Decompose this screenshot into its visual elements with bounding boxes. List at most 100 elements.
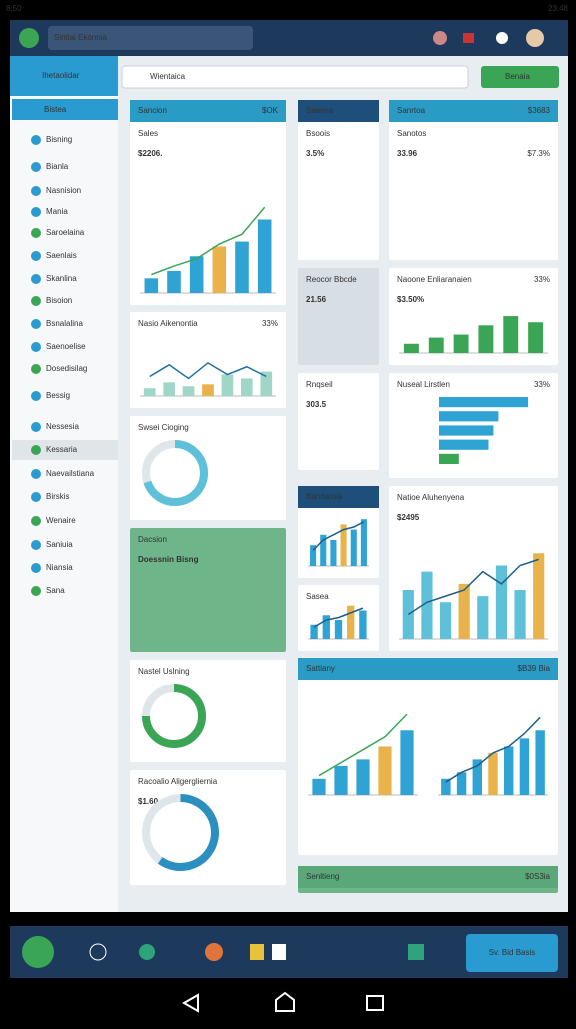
dock-app[interactable] xyxy=(250,944,264,960)
sidebar-icon[interactable] xyxy=(31,319,41,329)
sidebar-icon[interactable] xyxy=(31,469,41,479)
dock-app[interactable] xyxy=(22,936,54,968)
bar xyxy=(312,778,326,795)
sidebar-item: Bisning xyxy=(46,135,72,144)
sidebar-item: Saenoelise xyxy=(46,342,86,351)
card-value: 21.56 xyxy=(306,295,327,304)
bar xyxy=(458,583,470,639)
sidebar-icon[interactable] xyxy=(31,342,41,352)
card-tag: $0S3ia xyxy=(525,872,550,881)
sidebar-icon[interactable] xyxy=(31,540,41,550)
sidebar-icon[interactable] xyxy=(31,563,41,573)
dock-button-label: Sv. Bid Basis xyxy=(489,948,536,957)
sidebar-icon[interactable] xyxy=(31,251,41,261)
card-extra: $7.3% xyxy=(527,149,550,158)
card[interactable] xyxy=(389,100,558,260)
bar xyxy=(320,534,327,566)
sidebar-icon[interactable] xyxy=(31,207,41,217)
nav-recent[interactable] xyxy=(366,995,384,1011)
sidebar-item: Saroelaina xyxy=(46,228,85,237)
sidebar-icon[interactable] xyxy=(31,516,41,526)
bar xyxy=(334,620,343,639)
bar xyxy=(439,602,452,639)
dock-app[interactable] xyxy=(205,943,223,961)
bar xyxy=(359,610,367,639)
sidebar-highlight[interactable] xyxy=(12,440,118,460)
dock-button[interactable] xyxy=(466,934,558,972)
bar xyxy=(472,759,482,795)
profile[interactable] xyxy=(526,29,544,47)
sidebar-icon[interactable] xyxy=(31,228,41,238)
nav-back[interactable] xyxy=(181,993,199,1013)
line xyxy=(318,713,408,777)
bar xyxy=(488,752,498,795)
sidebar-item: Sana xyxy=(46,586,65,595)
card[interactable] xyxy=(130,528,286,652)
sidebar-icon[interactable] xyxy=(31,162,41,172)
card[interactable] xyxy=(298,373,379,470)
bar xyxy=(189,256,204,293)
card-value: 3.5% xyxy=(306,149,324,158)
bar xyxy=(310,624,318,639)
bar xyxy=(202,384,214,396)
sidebar-icon[interactable] xyxy=(31,274,41,284)
sidebar-icon[interactable] xyxy=(31,586,41,596)
bar xyxy=(163,382,175,396)
donut-arc xyxy=(143,440,208,506)
sidebar-icon[interactable] xyxy=(31,391,41,401)
dock-app[interactable] xyxy=(139,944,155,960)
hbar xyxy=(439,397,529,408)
dock-app[interactable] xyxy=(408,944,424,960)
bar xyxy=(504,746,514,795)
search-placeholder: Wientaica xyxy=(150,72,186,81)
dock-app[interactable] xyxy=(272,944,286,960)
sidebar-icon[interactable] xyxy=(31,492,41,502)
sidebar-item: Nasnision xyxy=(46,186,81,195)
card[interactable] xyxy=(298,268,379,365)
card-value: $3.50% xyxy=(397,295,424,304)
sidebar-icon[interactable] xyxy=(31,445,41,455)
card[interactable] xyxy=(130,770,286,885)
search-box[interactable] xyxy=(121,65,469,89)
hbar xyxy=(439,439,489,450)
card-header xyxy=(298,486,379,508)
bar xyxy=(356,759,370,795)
card-title: Nastel Uslning xyxy=(138,667,190,676)
sidebar-item: Dosedisilag xyxy=(46,364,87,373)
search-button[interactable] xyxy=(481,66,559,88)
card-title: Swsei Cioging xyxy=(138,423,189,432)
icon[interactable] xyxy=(463,33,474,43)
card[interactable] xyxy=(298,100,379,260)
card-title: Racoalio Aligergliernia xyxy=(138,777,218,786)
logo[interactable] xyxy=(19,28,39,48)
app-title: Sintiai Ekonnia xyxy=(54,33,107,42)
sidebar-item: Bistea xyxy=(44,105,67,114)
card[interactable] xyxy=(298,658,558,855)
app-search[interactable] xyxy=(48,26,253,50)
bar xyxy=(347,605,355,639)
sidebar-icon[interactable] xyxy=(31,364,41,374)
nav-home[interactable] xyxy=(275,991,295,1012)
bar xyxy=(334,765,348,795)
sidebar-active[interactable] xyxy=(12,99,118,120)
card[interactable] xyxy=(389,486,558,651)
bar xyxy=(340,524,347,566)
sidebar-icon[interactable] xyxy=(31,422,41,432)
bar xyxy=(514,590,526,639)
bar xyxy=(322,615,330,639)
card-header-text: Sattiany xyxy=(306,664,335,673)
sidebar-item: Wenaire xyxy=(46,516,76,525)
donut-arc xyxy=(157,794,219,871)
card-value: 33.96 xyxy=(397,149,418,158)
card-header-text: Sawrea xyxy=(306,106,334,115)
sidebar-item: Saniuia xyxy=(46,540,73,549)
sidebar-icon[interactable] xyxy=(31,135,41,145)
card-title: Rnqseil xyxy=(306,380,333,389)
sidebar-icon[interactable] xyxy=(31,296,41,306)
card-title: Sales xyxy=(138,129,158,138)
sidebar-icon[interactable] xyxy=(31,186,41,196)
dock-app[interactable] xyxy=(89,943,107,961)
settings-icon[interactable] xyxy=(496,32,508,44)
card-tag: 33% xyxy=(534,380,550,389)
avatar-icon[interactable] xyxy=(433,31,447,45)
